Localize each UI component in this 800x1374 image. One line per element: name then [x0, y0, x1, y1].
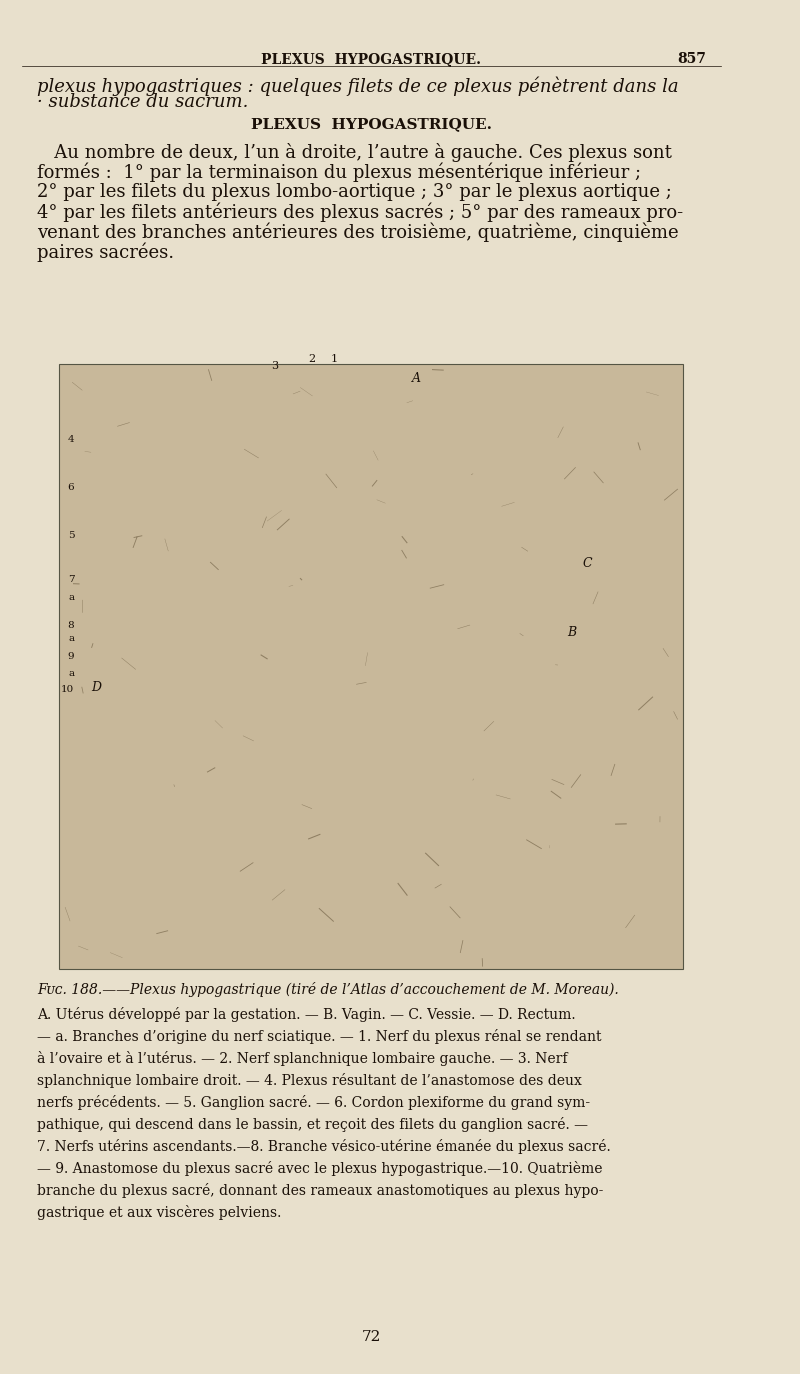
Text: gastrique et aux viscères pelviens.: gastrique et aux viscères pelviens.	[37, 1205, 282, 1220]
Text: 72: 72	[362, 1330, 381, 1344]
Text: 8: 8	[68, 621, 74, 629]
Text: 5: 5	[68, 532, 74, 540]
Text: · substance du sacrum.: · substance du sacrum.	[37, 93, 249, 111]
Text: nerfs précédents. — 5. Ganglion sacré. — 6. Cordon plexiforme du grand sym-: nerfs précédents. — 5. Ganglion sacré. —…	[37, 1095, 590, 1110]
Text: 4: 4	[68, 436, 74, 444]
Text: 857: 857	[677, 52, 706, 66]
Text: venant des branches antérieures des troisième, quatrième, cinquième: venant des branches antérieures des troi…	[37, 223, 678, 242]
Text: PLEXUS  HYPOGASTRIQUE.: PLEXUS HYPOGASTRIQUE.	[262, 52, 482, 66]
Text: 4° par les filets antérieurs des plexus sacrés ; 5° par des rameaux pro-: 4° par les filets antérieurs des plexus …	[37, 203, 683, 223]
Text: formés :  1° par la terminaison du plexus mésentérique inférieur ;: formés : 1° par la terminaison du plexus…	[37, 164, 642, 183]
Text: plexus hypogastriques : quelques filets de ce plexus pénètrent dans la: plexus hypogastriques : quelques filets …	[37, 77, 678, 96]
Text: branche du plexus sacré, donnant des rameaux anastomotiques au plexus hypo-: branche du plexus sacré, donnant des ram…	[37, 1183, 603, 1198]
Text: D: D	[91, 682, 102, 694]
Text: A. Utérus développé par la gestation. — B. Vagin. — C. Vessie. — D. Rectum.: A. Utérus développé par la gestation. — …	[37, 1007, 576, 1022]
Text: 10: 10	[61, 686, 74, 694]
Text: 9: 9	[68, 653, 74, 661]
Text: paires sacrées.: paires sacrées.	[37, 243, 174, 262]
Text: B: B	[567, 627, 577, 639]
Text: 2: 2	[309, 354, 315, 364]
Text: 7: 7	[68, 576, 74, 584]
Text: — a. Branches d’origine du nerf sciatique. — 1. Nerf du plexus rénal se rendant: — a. Branches d’origine du nerf sciatiqu…	[37, 1029, 602, 1044]
Text: 1: 1	[330, 354, 338, 364]
Text: 2° par les filets du plexus lombo-aortique ; 3° par le plexus aortique ;: 2° par les filets du plexus lombo-aortiq…	[37, 183, 672, 201]
Text: PLEXUS  HYPOGASTRIQUE.: PLEXUS HYPOGASTRIQUE.	[251, 117, 492, 131]
Text: a: a	[68, 669, 74, 677]
Text: C: C	[582, 558, 592, 570]
Text: a: a	[68, 594, 74, 602]
Text: Fᴜᴄ. 188.——Plexus hypogastrique (tiré de l’Atlas d’accouchement de M. Moreau).: Fᴜᴄ. 188.——Plexus hypogastrique (tiré de…	[37, 982, 619, 998]
Text: 6: 6	[68, 484, 74, 492]
Text: A: A	[411, 372, 421, 385]
Text: 7. Nerfs utérins ascendants.—8. Branche vésico-utérine émanée du plexus sacré.: 7. Nerfs utérins ascendants.—8. Branche …	[37, 1139, 611, 1154]
FancyBboxPatch shape	[59, 364, 683, 969]
Text: a: a	[68, 635, 74, 643]
Text: à l’ovaire et à l’utérus. — 2. Nerf splanchnique lombaire gauche. — 3. Nerf: à l’ovaire et à l’utérus. — 2. Nerf spla…	[37, 1051, 568, 1066]
Text: Au nombre de deux, l’un à droite, l’autre à gauche. Ces plexus sont: Au nombre de deux, l’un à droite, l’autr…	[37, 143, 672, 162]
Text: pathique, qui descend dans le bassin, et reçoit des filets du ganglion sacré. —: pathique, qui descend dans le bassin, et…	[37, 1117, 588, 1132]
Text: — 9. Anastomose du plexus sacré avec le plexus hypogastrique.—10. Quatrième: — 9. Anastomose du plexus sacré avec le …	[37, 1161, 602, 1176]
Text: 3: 3	[271, 361, 278, 371]
Text: splanchnique lombaire droit. — 4. Plexus résultant de l’anastomose des deux: splanchnique lombaire droit. — 4. Plexus…	[37, 1073, 582, 1088]
